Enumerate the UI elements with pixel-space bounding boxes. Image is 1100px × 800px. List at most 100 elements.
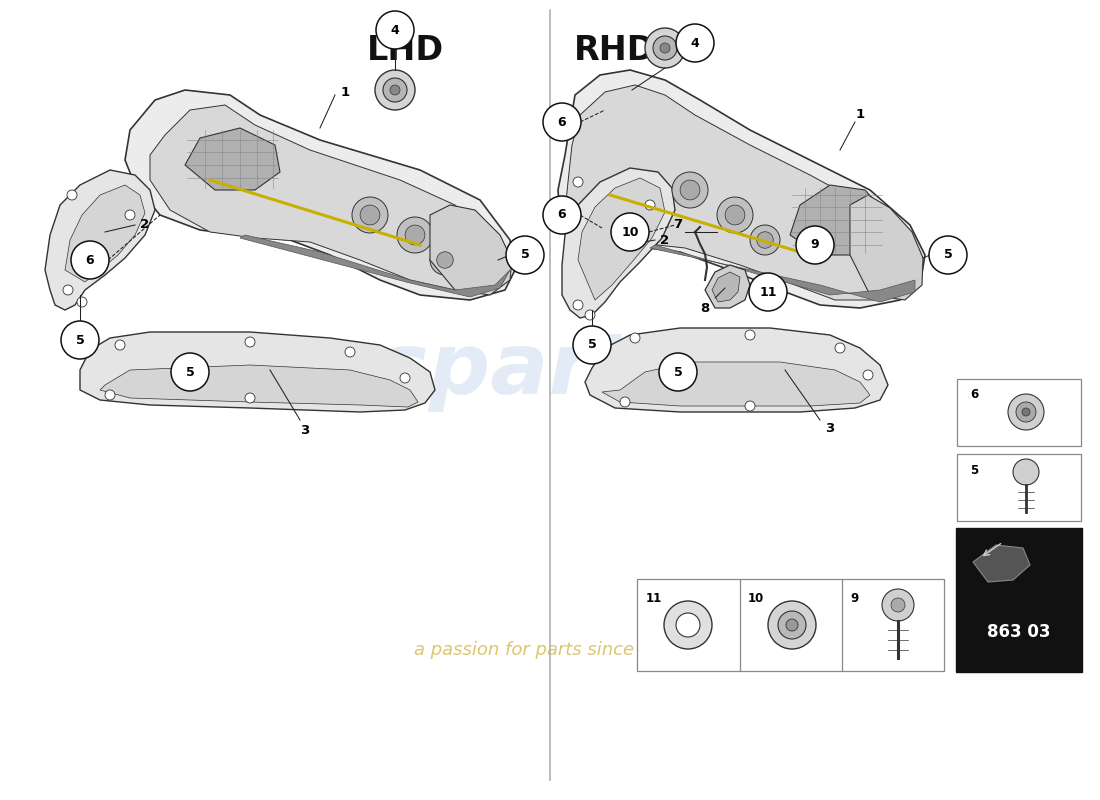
Circle shape xyxy=(345,347,355,357)
Text: 5: 5 xyxy=(970,463,978,477)
Circle shape xyxy=(620,397,630,407)
Circle shape xyxy=(749,273,786,311)
Circle shape xyxy=(573,300,583,310)
Text: 5: 5 xyxy=(944,249,953,262)
Text: 3: 3 xyxy=(825,422,835,434)
Text: 9: 9 xyxy=(811,238,819,251)
Polygon shape xyxy=(578,178,666,300)
Circle shape xyxy=(680,180,700,200)
Circle shape xyxy=(430,245,460,275)
Text: 5: 5 xyxy=(587,338,596,351)
Circle shape xyxy=(1013,459,1040,485)
Circle shape xyxy=(676,613,700,637)
Text: RHD: RHD xyxy=(574,34,656,66)
Circle shape xyxy=(864,370,873,380)
Text: 1: 1 xyxy=(340,86,350,98)
Text: 2: 2 xyxy=(660,234,670,246)
Circle shape xyxy=(245,393,255,403)
Circle shape xyxy=(506,236,544,274)
Polygon shape xyxy=(100,365,418,407)
Circle shape xyxy=(1008,394,1044,430)
Text: 10: 10 xyxy=(748,591,764,605)
Circle shape xyxy=(725,205,745,225)
Circle shape xyxy=(745,330,755,340)
Circle shape xyxy=(660,43,670,53)
Circle shape xyxy=(664,601,712,649)
Circle shape xyxy=(930,236,967,274)
Polygon shape xyxy=(974,545,1030,582)
Polygon shape xyxy=(850,195,923,300)
Text: a passion for parts since 1985: a passion for parts since 1985 xyxy=(414,641,686,659)
Text: 5: 5 xyxy=(673,366,682,378)
Circle shape xyxy=(786,619,798,631)
Polygon shape xyxy=(185,128,280,190)
Text: 1: 1 xyxy=(856,109,865,122)
Text: 8: 8 xyxy=(701,302,710,314)
Polygon shape xyxy=(562,168,675,318)
Text: 11: 11 xyxy=(646,591,662,605)
Polygon shape xyxy=(790,185,886,255)
Circle shape xyxy=(573,326,610,364)
Circle shape xyxy=(882,589,914,621)
Text: 863 03: 863 03 xyxy=(988,623,1050,641)
Text: 11: 11 xyxy=(759,286,777,298)
Circle shape xyxy=(543,103,581,141)
Circle shape xyxy=(672,172,708,208)
Circle shape xyxy=(352,197,388,233)
Text: 9: 9 xyxy=(850,591,858,605)
Text: 10: 10 xyxy=(621,226,639,238)
Circle shape xyxy=(659,353,697,391)
Text: 3: 3 xyxy=(300,423,309,437)
Circle shape xyxy=(437,252,453,268)
Circle shape xyxy=(390,85,400,95)
Circle shape xyxy=(645,200,654,210)
Circle shape xyxy=(125,210,135,220)
Circle shape xyxy=(116,340,125,350)
Text: 6: 6 xyxy=(970,389,978,402)
Circle shape xyxy=(717,197,754,233)
FancyBboxPatch shape xyxy=(957,454,1081,521)
FancyBboxPatch shape xyxy=(637,579,944,671)
Circle shape xyxy=(67,190,77,200)
Circle shape xyxy=(383,78,407,102)
Circle shape xyxy=(104,390,116,400)
Circle shape xyxy=(397,217,433,253)
Circle shape xyxy=(63,285,73,295)
Circle shape xyxy=(676,24,714,62)
Polygon shape xyxy=(565,85,915,300)
Circle shape xyxy=(360,205,379,225)
Circle shape xyxy=(543,196,581,234)
Polygon shape xyxy=(45,170,155,310)
Circle shape xyxy=(757,232,773,248)
Circle shape xyxy=(630,333,640,343)
Polygon shape xyxy=(150,105,495,290)
Circle shape xyxy=(745,401,755,411)
FancyBboxPatch shape xyxy=(957,379,1081,446)
Text: 7: 7 xyxy=(673,218,683,231)
Circle shape xyxy=(245,337,255,347)
Polygon shape xyxy=(585,328,888,412)
Text: 4: 4 xyxy=(691,37,700,50)
Circle shape xyxy=(653,36,676,60)
Text: 5: 5 xyxy=(76,334,85,346)
Polygon shape xyxy=(712,272,740,302)
Text: 6: 6 xyxy=(86,254,95,266)
Circle shape xyxy=(573,177,583,187)
Polygon shape xyxy=(558,70,925,308)
Circle shape xyxy=(1016,402,1036,422)
Polygon shape xyxy=(705,265,750,308)
Polygon shape xyxy=(240,235,510,297)
Circle shape xyxy=(405,225,425,245)
Polygon shape xyxy=(80,332,434,412)
Circle shape xyxy=(77,297,87,307)
Circle shape xyxy=(778,611,806,639)
Circle shape xyxy=(796,226,834,264)
Polygon shape xyxy=(602,362,870,406)
FancyBboxPatch shape xyxy=(956,528,1082,672)
Circle shape xyxy=(891,598,905,612)
Text: 2: 2 xyxy=(141,218,150,231)
Polygon shape xyxy=(125,90,515,300)
Circle shape xyxy=(645,28,685,68)
Text: eurospartes: eurospartes xyxy=(157,329,742,411)
Polygon shape xyxy=(65,185,145,282)
